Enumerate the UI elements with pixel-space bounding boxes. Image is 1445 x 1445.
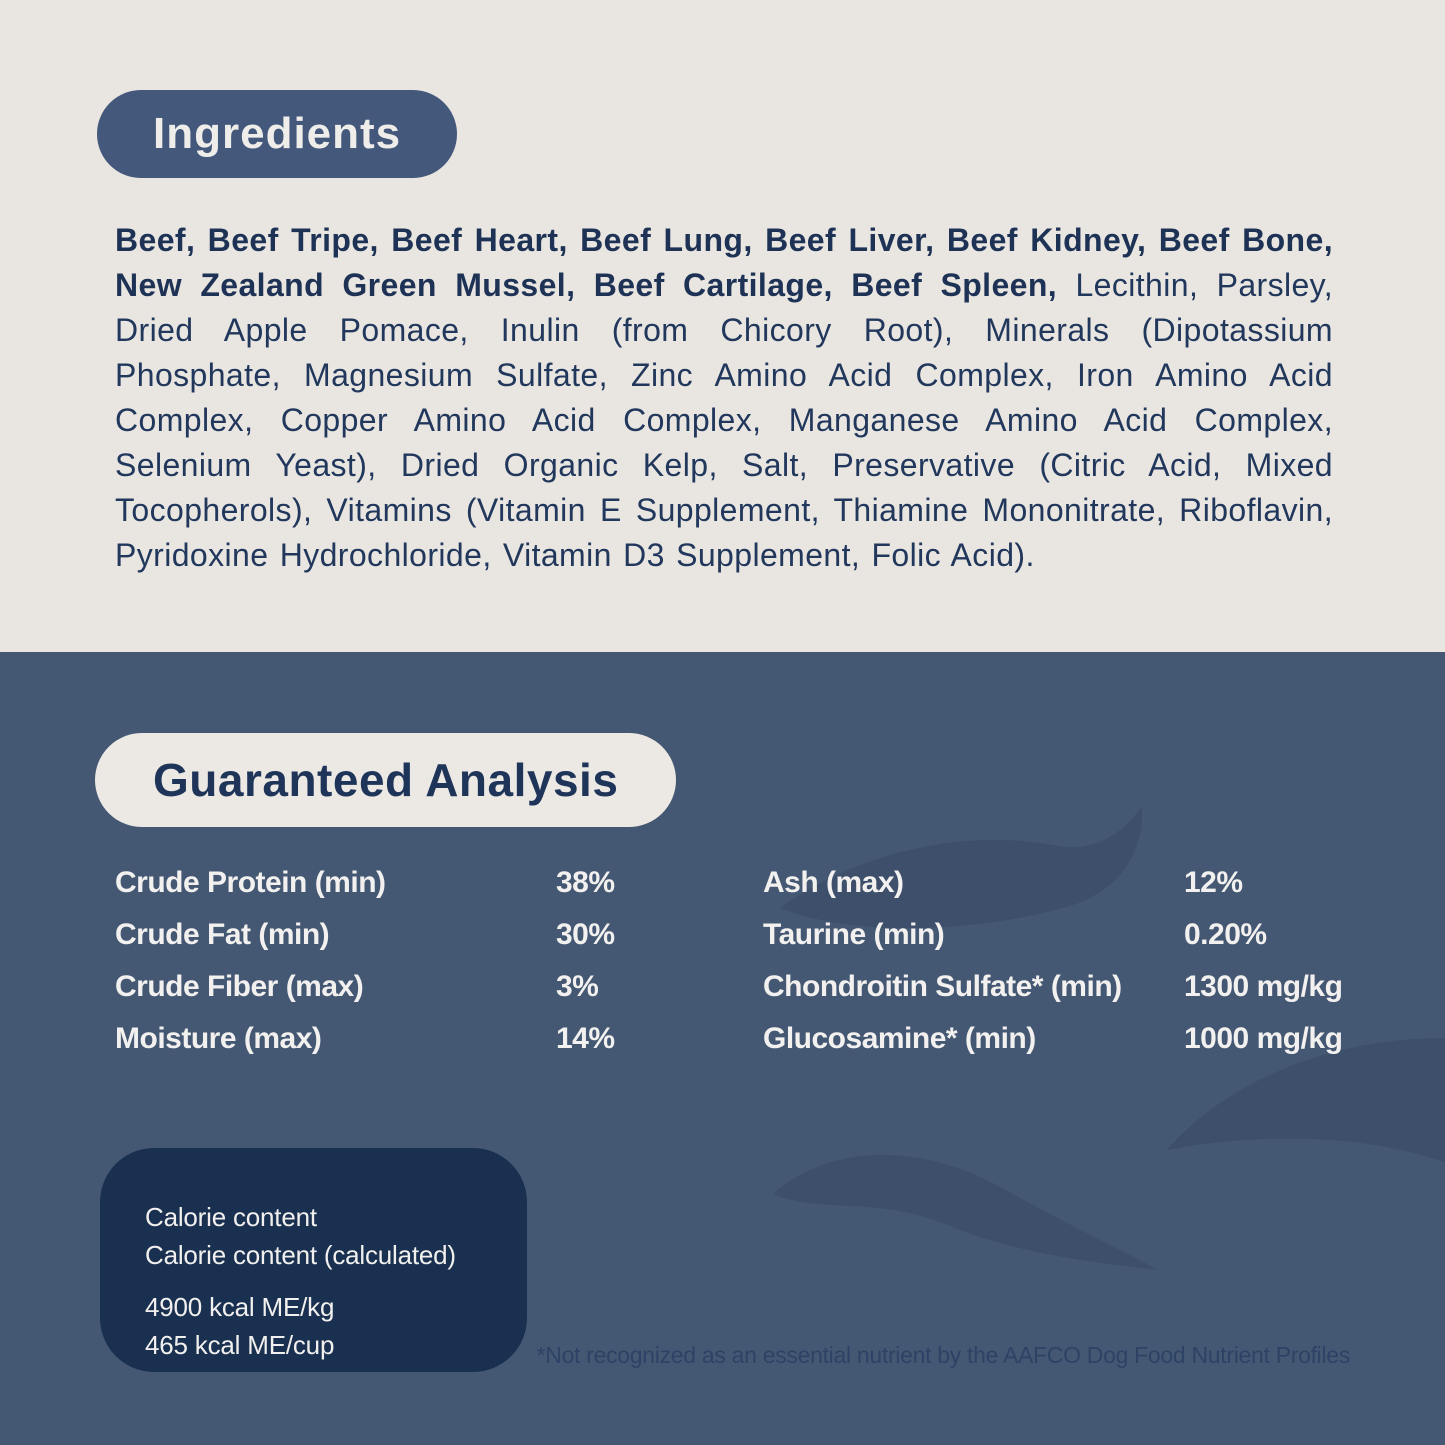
ga-label-moisture: Moisture (max) [115,1022,322,1055]
ga-value-crude-fiber: 3% [556,970,599,1003]
guaranteed-analysis-heading: Guaranteed Analysis [153,754,619,806]
guaranteed-analysis-section: Guaranteed Analysis Crude Protein (min) … [0,652,1445,1445]
ga-label-glucosamine: Glucosamine* (min) [763,1022,1036,1055]
calorie-title-line-2: Calorie content (calculated) [145,1240,456,1270]
calorie-values: 4900 kcal ME/kg 465 kcal ME/cup [145,1288,527,1364]
ingredients-section: Ingredients Beef, Beef Tripe, Beef Heart… [0,0,1445,652]
calorie-value-per-cup: 465 kcal ME/cup [145,1330,335,1360]
ga-value-taurine: 0.20% [1184,918,1267,951]
guaranteed-analysis-table: Crude Protein (min) 38% Ash (max) 12% Cr… [115,857,1424,1065]
swirl-stroke-bottom [773,1154,1158,1270]
wave-swirl-decoration [773,806,1445,1270]
ga-label-crude-fiber: Crude Fiber (max) [115,970,364,1003]
ingredients-heading-pill: Ingredients [97,90,458,178]
ingredients-list-primary: Beef, Beef Tripe, Beef Heart, Beef Lung,… [115,222,1333,303]
ga-value-crude-protein: 38% [556,866,615,899]
swirl-stroke-top [780,806,1143,929]
ga-label-crude-protein: Crude Protein (min) [115,866,386,899]
ingredients-list-secondary: Lecithin, Parsley, Dried Apple Pomace, I… [115,267,1333,573]
guaranteed-analysis-heading-pill: Guaranteed Analysis [95,733,677,827]
ingredients-heading: Ingredients [153,109,402,158]
aafco-footnote: *Not recognized as an essential nutrient… [536,1342,1351,1368]
ga-value-chondroitin: 1300 mg/kg [1184,970,1343,1003]
ga-label-taurine: Taurine (min) [763,918,945,951]
calorie-value-per-kg: 4900 kcal ME/kg [145,1292,335,1322]
ga-label-crude-fat: Crude Fat (min) [115,918,330,951]
ga-label-chondroitin: Chondroitin Sulfate* (min) [763,970,1122,1003]
ga-value-moisture: 14% [556,1022,615,1055]
ingredients-list: Beef, Beef Tripe, Beef Heart, Beef Lung,… [115,218,1333,578]
ga-value-crude-fat: 30% [556,918,615,951]
calorie-content-box: Calorie content Calorie content (calcula… [100,1148,527,1372]
calorie-title-line-1: Calorie content [145,1202,317,1232]
swirl-stroke-right [1167,1038,1445,1162]
ga-label-ash: Ash (max) [763,866,904,899]
ga-value-glucosamine: 1000 mg/kg [1184,1022,1343,1055]
ga-value-ash: 12% [1184,866,1243,899]
